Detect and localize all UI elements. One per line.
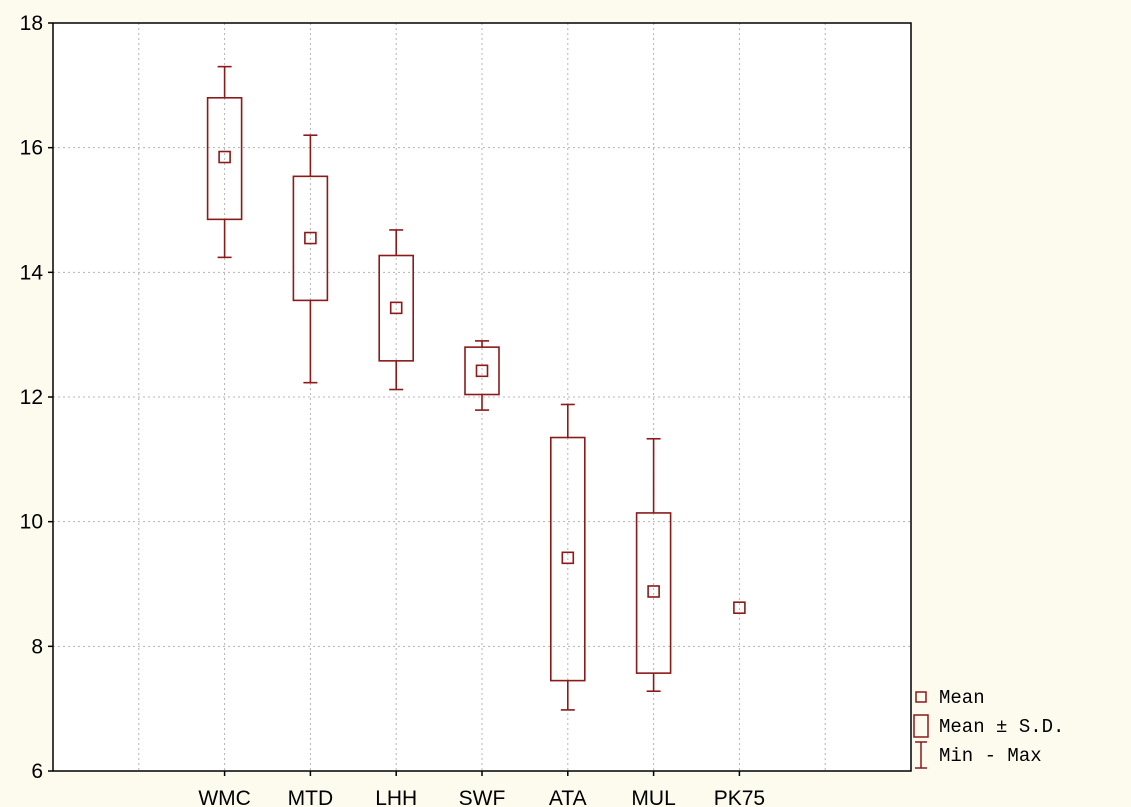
legend-item: Mean ± S.D. [913,714,1064,738]
box-group [635,437,672,693]
x-tick-label: MTD [288,787,334,807]
sd-box [206,97,243,221]
y-tick-label: 16 [20,137,43,160]
legend-mean-symbol [915,691,927,703]
box-group [206,65,243,259]
y-tick-label: 8 [31,635,43,658]
legend: Mean Mean ± S.D. Min - Max [913,687,1064,769]
legend-label: Mean [939,687,985,709]
box-group [292,134,329,384]
x-tick-label: ATA [549,787,587,807]
x-tick-label: PK75 [714,787,765,807]
x-tick-label: SWF [459,787,506,807]
sd-box [549,436,586,682]
box-group [464,340,500,411]
legend-label: Min - Max [939,745,1042,767]
y-tick-label: 6 [31,760,43,783]
box-group [549,403,586,711]
y-tick-label: 18 [20,12,43,35]
mean-marker [304,231,317,245]
sd-box [378,254,415,362]
x-tick-label: LHH [375,787,417,807]
legend-item: Mean [915,687,985,709]
y-axis-ticks: 6 8 10 12 14 16 18 [20,12,53,783]
mean-marker [647,585,660,598]
mean-marker [733,601,746,614]
legend-label: Mean ± S.D. [939,716,1064,738]
y-tick-label: 14 [20,261,44,284]
box-group [378,229,415,391]
box-group [733,601,746,614]
legend-box-symbol [913,714,929,738]
mean-marker [389,301,403,315]
y-tick-label: 12 [20,386,43,409]
x-axis-ticks: WMC MTD LHH SWF ATA MUL PK75 [198,771,765,807]
y-tick-label: 10 [20,511,43,534]
series-layer [206,65,746,711]
sd-box [464,346,500,396]
legend-item: Min - Max [915,741,1042,769]
grid-layer [53,23,911,771]
mean-marker [561,551,575,565]
x-tick-label: MUL [631,787,675,807]
sd-box [635,512,672,674]
mean-marker [475,364,489,378]
mean-marker [218,150,231,164]
x-tick-label: WMC [198,787,250,807]
sd-box [292,175,329,302]
